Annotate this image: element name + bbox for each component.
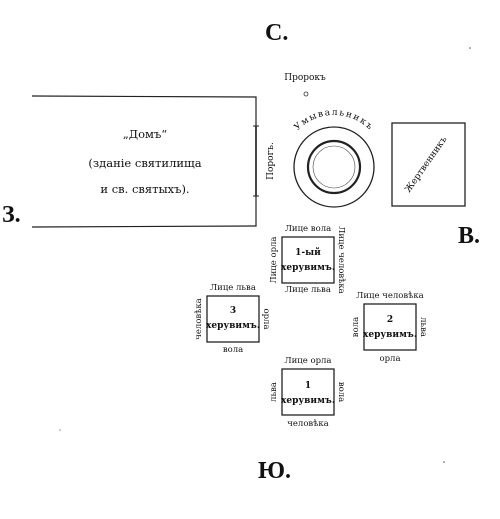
compass-west: З. xyxy=(2,202,21,228)
speck xyxy=(469,47,471,49)
cherub-3-face-right: орла xyxy=(261,308,271,329)
house-subtitle-2: и св. святыхъ). xyxy=(100,182,189,196)
cherub-2-number: 2 xyxy=(387,315,393,325)
cherub-3-number: 3 xyxy=(230,306,236,316)
altar: Жертвенникъ xyxy=(391,122,466,207)
cherub-1-face-bottom: Лице льва xyxy=(285,285,331,295)
prophet-label: Пророкъ xyxy=(284,73,326,83)
cherub-1-title: херувимъ. xyxy=(281,263,335,273)
cherub-4-number: 1 xyxy=(305,381,311,391)
altar-label: Жертвенникъ xyxy=(403,135,449,195)
cherub-2-face-right: льва xyxy=(418,317,428,337)
cherub-1: 1-ый херувимъ. Лице вола Лице льва Лице … xyxy=(269,224,346,295)
cherub-3-title: херувимъ. xyxy=(206,321,260,331)
compass-south: Ю. xyxy=(258,458,291,484)
threshold-label: Порогъ. xyxy=(266,142,276,180)
cherub-3-face-bottom: вола xyxy=(223,345,243,355)
cherub-2-title: херувимъ. xyxy=(363,330,417,340)
cherub-4: 1 херувимъ. Лице орла человѣка льва вола xyxy=(269,356,346,429)
threshold: Порогъ. xyxy=(253,125,276,197)
cherub-1-face-top: Лице вола xyxy=(285,224,331,234)
speck xyxy=(443,461,445,463)
cherub-1-face-left: Лице орла xyxy=(269,237,279,284)
cherub-3-face-left: человѣка xyxy=(194,298,204,339)
cherub-2-face-left: вола xyxy=(351,317,361,337)
cherub-4-face-top: Лице орла xyxy=(285,356,332,366)
speck xyxy=(59,429,61,431)
cherub-4-face-right: вола xyxy=(336,382,346,402)
cherub-2: 2 херувимъ. Лице человѣка орла вола льва xyxy=(351,291,428,364)
laver-label: Умывальникъ xyxy=(293,108,376,133)
compass-east: В. xyxy=(458,223,480,249)
compass-north: С. xyxy=(265,20,288,46)
cherub-3-face-top: Лице льва xyxy=(210,283,256,293)
cherub-1-number: 1-ый xyxy=(295,247,321,258)
prophet-position-dot xyxy=(303,91,309,97)
cherub-1-face-right: Лице человѣка xyxy=(336,226,346,293)
cherub-4-title: херувимъ. xyxy=(281,396,335,406)
cherub-2-face-top: Лице человѣка xyxy=(356,291,423,301)
laver: Умывальникъ xyxy=(293,108,376,208)
house-subtitle-1: (зданіе святилища xyxy=(88,156,201,170)
cherub-3: 3 херувимъ. Лице льва вола человѣка орла xyxy=(194,283,271,355)
cherub-4-face-left: льва xyxy=(269,382,279,402)
cherub-2-face-bottom: орла xyxy=(379,354,400,364)
cherub-4-face-bottom: человѣка xyxy=(287,419,328,429)
house-title: „Домъ“ xyxy=(123,127,167,141)
house-building: „Домъ“ (зданіе святилища и св. святыхъ). xyxy=(31,95,257,228)
